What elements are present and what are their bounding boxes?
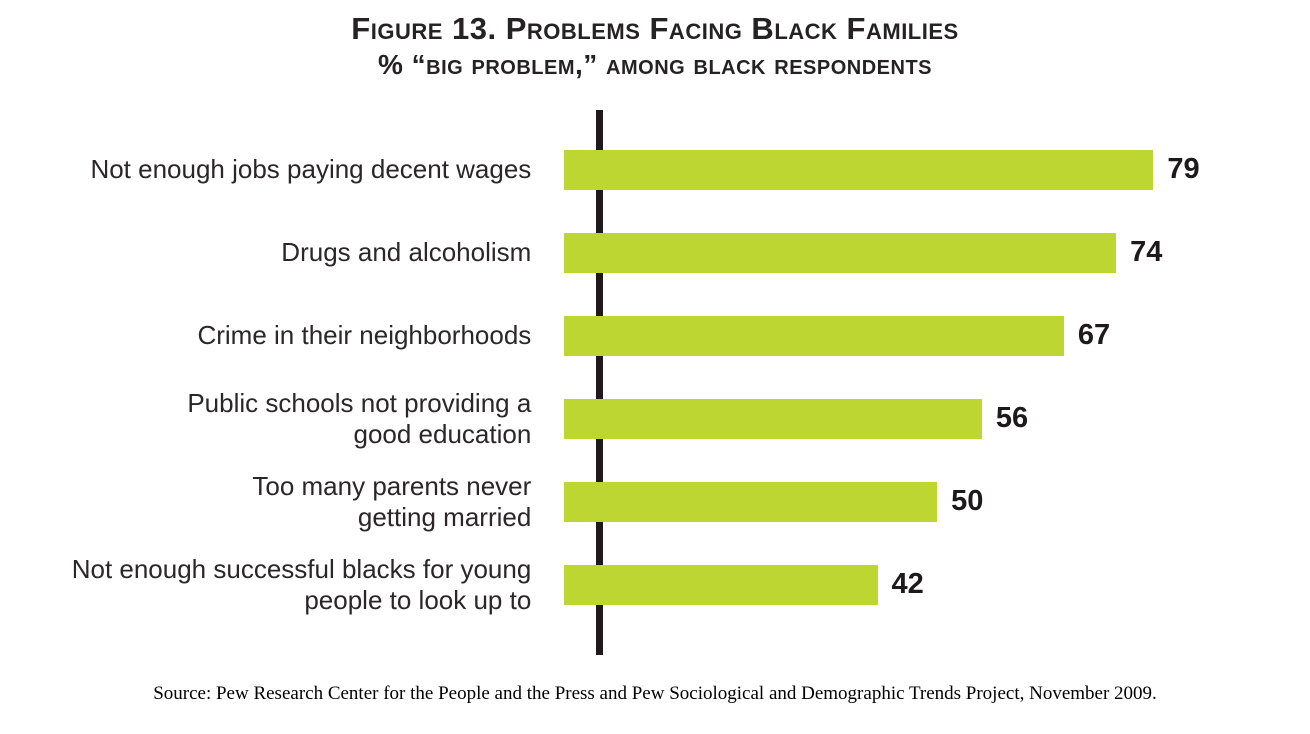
chart-row: Crime in their neighborhoods 67	[0, 294, 1310, 377]
value-label: 74	[1130, 236, 1163, 268]
value-label: 67	[1077, 319, 1111, 351]
value-label: 56	[995, 402, 1029, 434]
bar-zone: 42	[564, 564, 1310, 605]
chart-row: Public schools not providing a good educ…	[0, 377, 1310, 460]
title-block: Figure 13. Problems Facing Black Familie…	[0, 10, 1310, 82]
bar-chart: Not enough jobs paying decent wages 79 Dru…	[0, 110, 1310, 655]
value-label: 50	[951, 485, 984, 517]
value-label: 42	[891, 568, 924, 600]
category-label: Too many parents never getting married	[252, 470, 532, 532]
bar	[564, 481, 938, 522]
chart-row: Drugs and alcoholism 74	[0, 211, 1310, 294]
chart-row: Too many parents never getting married 50	[0, 460, 1310, 543]
category-label: Crime in their neighborhoods	[197, 320, 532, 350]
category-label: Public schools not providing a good educ…	[187, 387, 532, 449]
value-label: 79	[1167, 153, 1200, 185]
bar-zone: 67	[564, 315, 1310, 356]
chart-row: Not enough successful blacks for young p…	[0, 543, 1310, 626]
chart-row: Not enough jobs paying decent wages 79	[0, 128, 1310, 211]
chart-rows: Not enough jobs paying decent wages 79 Dru…	[0, 128, 1310, 626]
bar	[564, 232, 1117, 273]
y-axis-line	[596, 110, 603, 655]
source-note: Source: Pew Research Center for the Peop…	[153, 683, 1157, 704]
bar-zone: 74	[564, 232, 1310, 273]
bar-zone: 50	[564, 481, 1310, 522]
category-label: Drugs and alcoholism	[281, 237, 532, 267]
bar	[564, 564, 878, 605]
bar	[564, 398, 982, 439]
bar	[564, 315, 1064, 356]
category-label: Not enough jobs paying decent wages	[90, 154, 532, 184]
figure-title: Figure 13. Problems Facing Black Familie…	[351, 11, 959, 46]
bar	[564, 149, 1154, 190]
bar-zone: 79	[564, 149, 1310, 190]
bar-zone: 56	[564, 398, 1310, 439]
figure-subtitle: % “big problem,” among black respondents	[377, 49, 933, 80]
category-label: Not enough successful blacks for young p…	[71, 553, 532, 615]
